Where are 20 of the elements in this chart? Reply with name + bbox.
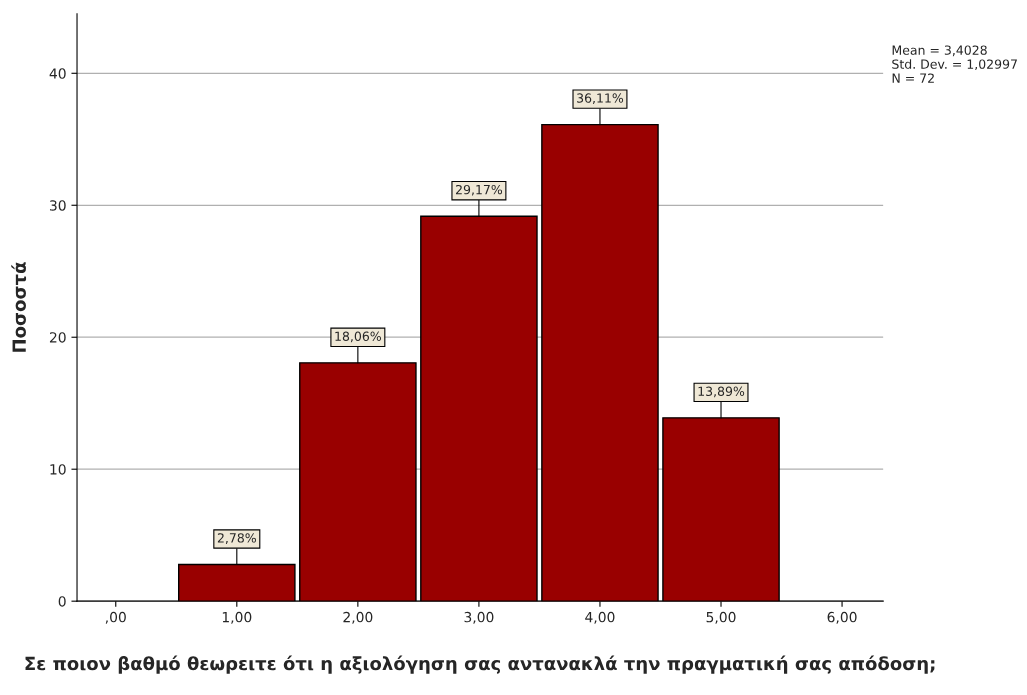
data-label: 36,11% — [577, 93, 624, 105]
y-tick-label: 40 — [49, 68, 66, 79]
y-tick-label: 20 — [49, 332, 66, 343]
y-tick-label: 0 — [58, 596, 66, 607]
x-axis-title: Σε ποιον βαθμό θεωρειτε ότι η αξιολόγηση σας αντανακλά την πραγματική σας απόδοση; — [25, 655, 935, 674]
data-label: 18,06% — [335, 331, 381, 343]
y-tick-label: 30 — [49, 200, 66, 211]
x-tick-label: 4,00 — [585, 611, 615, 624]
x-tick-label: 5,00 — [706, 611, 736, 624]
x-tick-label: 3,00 — [464, 611, 494, 624]
data-label: 13,89% — [698, 386, 745, 398]
x-tick-label: 2,00 — [343, 611, 373, 624]
text: Mean = 3,4028 Std. Dev. = 1,02997 N = 72 — [892, 45, 1017, 83]
x-tick-label: 1,00 — [222, 611, 252, 624]
y-axis-title: Ποσοστά — [11, 262, 27, 352]
y-tick-label: 10 — [50, 464, 66, 475]
data-label: 29,17% — [456, 184, 503, 196]
data-label: 2,78% — [217, 533, 256, 544]
x-tick-label: 6,00 — [827, 611, 857, 624]
x-tick-label: ,00 — [105, 611, 126, 624]
